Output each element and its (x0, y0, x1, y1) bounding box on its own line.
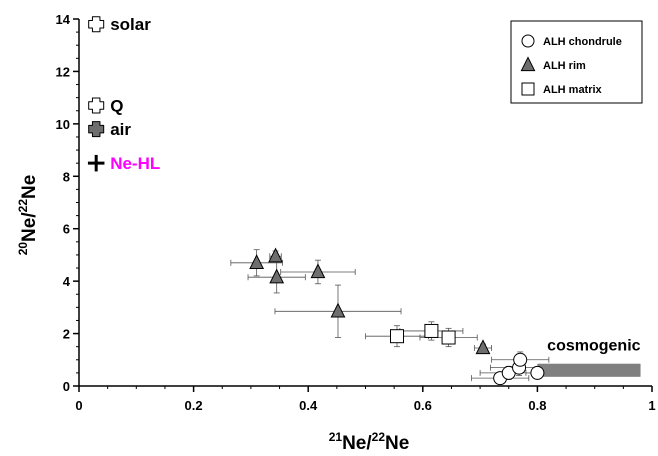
y-tick-label: 0 (63, 379, 70, 394)
x-tick-label: 0.8 (528, 398, 546, 413)
ref-marker-air (88, 121, 105, 138)
data-point-triangle (475, 339, 491, 355)
y-axis-title: 20Ne/22Ne (16, 175, 40, 256)
legend: ALH chondrule ALH rim ALH matrix (510, 20, 643, 104)
legend-marker-square (521, 82, 535, 96)
y-tick-label: 2 (63, 327, 70, 342)
ref-marker-ne-hl (87, 154, 105, 172)
ref-label: solar (110, 15, 151, 34)
x-tick-label: 0.4 (299, 398, 318, 413)
cosmogenic-band (537, 363, 641, 377)
data-point-circle (513, 352, 528, 367)
y-axis-title-main2: Ne (19, 175, 40, 199)
y-tick-label: 8 (63, 169, 70, 184)
y-axis-title-sup2: 22 (16, 199, 30, 213)
x-tick-label: 0.6 (414, 398, 432, 413)
x-axis-title-sup1: 21 (329, 430, 343, 444)
data-point-triangle (268, 247, 283, 263)
cosmogenic-region: cosmogenic (537, 338, 641, 377)
x-axis-title: 21Ne/22Ne (329, 430, 410, 454)
data-point-triangle (249, 254, 265, 269)
cosmogenic-label: cosmogenic (547, 338, 640, 355)
legend-label: ALH chondrule (543, 36, 622, 48)
data-point-square (390, 329, 405, 344)
y-axis-title-main1: Ne/ (19, 212, 40, 242)
legend-label: ALH matrix (543, 84, 603, 96)
ref-label: Ne-HL (110, 154, 160, 173)
data-point-triangle (269, 268, 285, 284)
x-axis-title-main1: Ne/ (342, 433, 372, 454)
x-axis-title-main2: Ne (385, 433, 409, 454)
y-tick-label: 6 (63, 222, 70, 237)
legend-label: ALH rim (543, 60, 586, 72)
data-point-triangle (310, 263, 326, 279)
data-points (249, 247, 545, 386)
x-tick-label: 1 (648, 398, 655, 413)
y-tick-label: 14 (56, 12, 71, 27)
y-tick-label: 4 (63, 274, 71, 289)
x-tick-label: 0.2 (185, 398, 203, 413)
x-tick-label: 0 (75, 398, 82, 413)
x-axis-title-sup2: 22 (372, 430, 386, 444)
y-tick-label: 10 (56, 117, 70, 132)
y-axis-title-sup1: 20 (16, 242, 30, 256)
ref-label: air (110, 120, 131, 139)
legend-marker-triangle (520, 56, 536, 72)
ref-marker-q (88, 97, 105, 114)
legend-marker-circle (521, 34, 535, 48)
ref-marker-solar (88, 16, 105, 33)
data-point-square (424, 323, 439, 338)
error-bars (230, 249, 550, 384)
data-point-triangle (330, 302, 346, 318)
y-tick-label: 12 (56, 64, 70, 79)
ref-label: Q (110, 97, 123, 116)
data-point-square (441, 330, 456, 345)
data-point-circle (530, 365, 545, 380)
